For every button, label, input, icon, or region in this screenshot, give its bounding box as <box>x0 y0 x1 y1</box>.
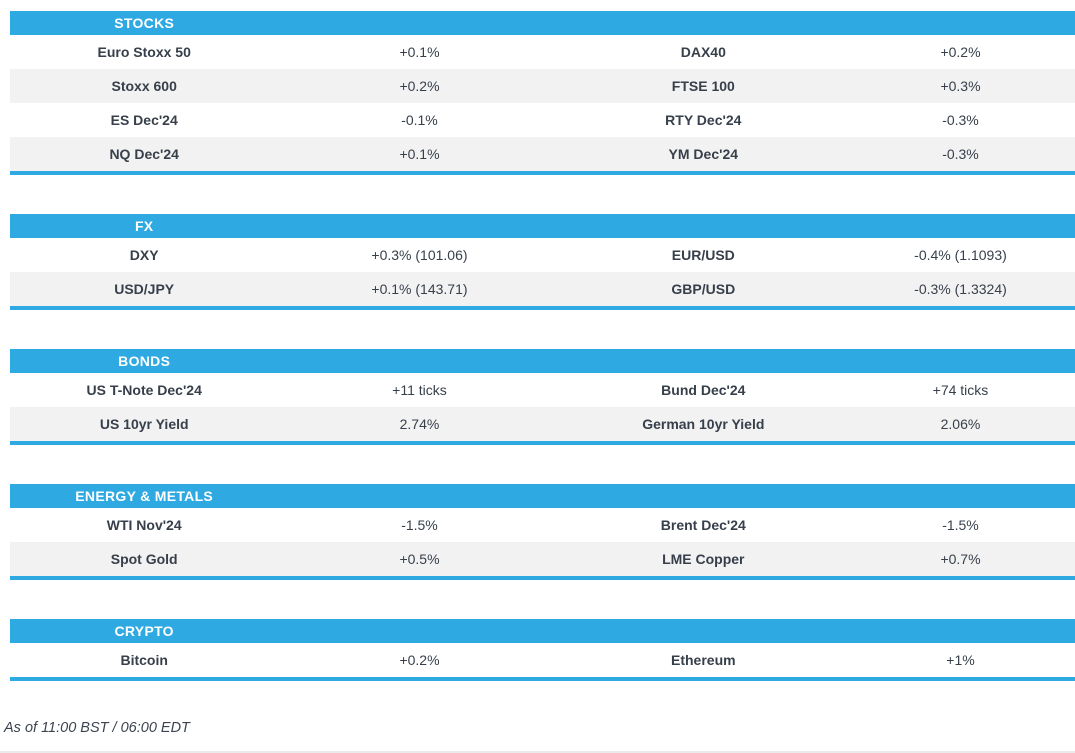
instrument-name-left: Euro Stoxx 50 <box>97 44 191 60</box>
instrument-change-right: +1% <box>946 652 975 668</box>
market-section: CRYPTO Bitcoin +0.2% Ethereum +1% <box>10 619 1075 681</box>
instrument-change-left: +0.2% <box>399 652 440 668</box>
section-rows: WTI Nov'24 -1.5% Brent Dec'24 -1.5% Spot… <box>10 508 1075 576</box>
section-title: ENERGY & METALS <box>75 488 214 504</box>
instrument-name-right: German 10yr Yield <box>642 416 765 432</box>
section-rows: US T-Note Dec'24 +11 ticks Bund Dec'24 +… <box>10 373 1075 441</box>
table-row: Spot Gold +0.5% LME Copper +0.7% <box>10 542 1075 576</box>
instrument-change-left: 2.74% <box>399 416 440 432</box>
instrument-change-left: +11 ticks <box>392 382 447 398</box>
instrument-name-right: GBP/USD <box>671 281 736 297</box>
table-row: Euro Stoxx 50 +0.1% DAX40 +0.2% <box>10 35 1075 69</box>
instrument-name-left: NQ Dec'24 <box>109 146 179 162</box>
instrument-change-left: +0.1% <box>399 44 440 60</box>
instrument-name-left: WTI Nov'24 <box>106 517 182 533</box>
section-header-bar: ENERGY & METALS <box>10 484 1075 508</box>
section-title: FX <box>134 218 154 234</box>
instrument-change-left: +0.1% <box>399 146 440 162</box>
instrument-change-left: +0.2% <box>399 78 440 94</box>
instrument-name-right: DAX40 <box>680 44 726 60</box>
bottom-divider <box>0 751 1075 753</box>
section-rows: Bitcoin +0.2% Ethereum +1% <box>10 643 1075 677</box>
instrument-change-left: -0.1% <box>401 112 438 128</box>
instrument-change-right: +74 ticks <box>932 382 989 398</box>
table-row: Bitcoin +0.2% Ethereum +1% <box>10 643 1075 677</box>
market-tables: STOCKS Euro Stoxx 50 +0.1% DAX40 +0.2% S… <box>10 0 1075 681</box>
section-divider <box>10 306 1075 310</box>
section-title: CRYPTO <box>114 623 174 639</box>
section-header-bar: FX <box>10 214 1075 238</box>
table-row: NQ Dec'24 +0.1% YM Dec'24 -0.3% <box>10 137 1075 171</box>
table-row: ES Dec'24 -0.1% RTY Dec'24 -0.3% <box>10 103 1075 137</box>
instrument-change-right: -0.4% (1.1093) <box>914 247 1007 263</box>
section-title: STOCKS <box>114 15 175 31</box>
section-rows: DXY +0.3% (101.06) EUR/USD -0.4% (1.1093… <box>10 238 1075 306</box>
section-header-bar: STOCKS <box>10 11 1075 35</box>
market-section: FX DXY +0.3% (101.06) EUR/USD -0.4% (1.1… <box>10 214 1075 310</box>
section-header-bar: BONDS <box>10 349 1075 373</box>
instrument-name-right: LME Copper <box>662 551 745 567</box>
instrument-name-left: Stoxx 600 <box>111 78 177 94</box>
section-header-bar: CRYPTO <box>10 619 1075 643</box>
instrument-change-right: -1.5% <box>942 517 979 533</box>
instrument-change-right: -0.3% <box>942 112 979 128</box>
instrument-change-right: -0.3% <box>942 146 979 162</box>
instrument-change-left: +0.1% (143.71) <box>371 281 468 297</box>
instrument-change-right: +0.3% <box>940 78 981 94</box>
instrument-name-right: Bund Dec'24 <box>661 382 746 398</box>
instrument-change-right: -0.3% (1.3324) <box>914 281 1007 297</box>
table-row: US T-Note Dec'24 +11 ticks Bund Dec'24 +… <box>10 373 1075 407</box>
instrument-name-left: ES Dec'24 <box>110 112 178 128</box>
section-divider <box>10 441 1075 445</box>
table-row: USD/JPY +0.1% (143.71) GBP/USD -0.3% (1.… <box>10 272 1075 306</box>
market-section: ENERGY & METALS WTI Nov'24 -1.5% Brent D… <box>10 484 1075 580</box>
instrument-name-right: YM Dec'24 <box>668 146 739 162</box>
section-divider <box>10 677 1075 681</box>
instrument-change-right: +0.7% <box>940 551 981 567</box>
instrument-name-right: Ethereum <box>671 652 736 668</box>
section-divider <box>10 576 1075 580</box>
instrument-name-right: Brent Dec'24 <box>660 517 746 533</box>
instrument-name-left: Spot Gold <box>110 551 178 567</box>
instrument-name-left: Bitcoin <box>120 652 168 668</box>
table-row: US 10yr Yield 2.74% German 10yr Yield 2.… <box>10 407 1075 441</box>
instrument-change-left: -1.5% <box>401 517 438 533</box>
instrument-change-right: +0.2% <box>940 44 981 60</box>
timestamp-note: As of 11:00 BST / 06:00 EDT <box>4 720 190 736</box>
instrument-name-right: RTY Dec'24 <box>665 112 742 128</box>
instrument-name-left: DXY <box>129 247 159 263</box>
market-section: BONDS US T-Note Dec'24 +11 ticks Bund De… <box>10 349 1075 445</box>
instrument-name-right: FTSE 100 <box>671 78 735 94</box>
section-title: BONDS <box>118 353 171 369</box>
instrument-name-left: USD/JPY <box>114 281 175 297</box>
section-rows: Euro Stoxx 50 +0.1% DAX40 +0.2% Stoxx 60… <box>10 35 1075 171</box>
market-section: STOCKS Euro Stoxx 50 +0.1% DAX40 +0.2% S… <box>10 11 1075 175</box>
instrument-name-right: EUR/USD <box>671 247 735 263</box>
instrument-change-right: 2.06% <box>940 416 981 432</box>
instrument-name-left: US 10yr Yield <box>99 416 189 432</box>
table-row: Stoxx 600 +0.2% FTSE 100 +0.3% <box>10 69 1075 103</box>
section-divider <box>10 171 1075 175</box>
instrument-name-left: US T-Note Dec'24 <box>86 382 202 398</box>
instrument-change-left: +0.3% (101.06) <box>371 247 468 263</box>
instrument-change-left: +0.5% <box>399 551 440 567</box>
table-row: DXY +0.3% (101.06) EUR/USD -0.4% (1.1093… <box>10 238 1075 272</box>
table-row: WTI Nov'24 -1.5% Brent Dec'24 -1.5% <box>10 508 1075 542</box>
